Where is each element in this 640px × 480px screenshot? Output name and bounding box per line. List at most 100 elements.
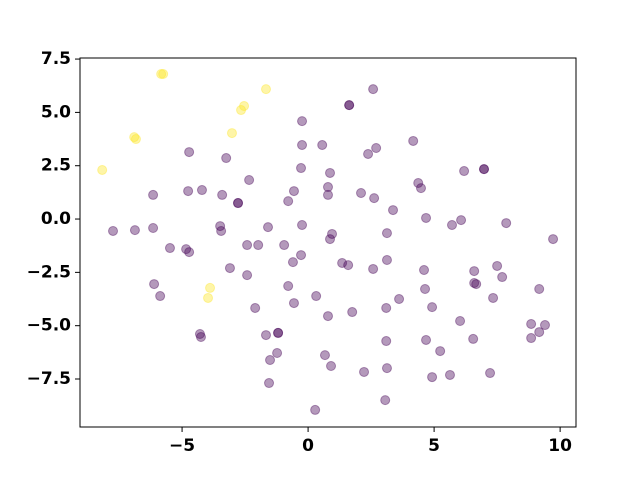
plot-frame — [79, 57, 577, 428]
point — [381, 363, 392, 374]
point — [344, 100, 355, 111]
point — [326, 360, 337, 371]
point — [215, 221, 226, 232]
point — [288, 298, 299, 309]
point — [534, 283, 545, 294]
point — [359, 366, 370, 377]
point — [149, 279, 160, 290]
point — [250, 302, 261, 313]
point — [158, 68, 169, 79]
point — [468, 333, 479, 344]
point — [420, 283, 431, 294]
point — [264, 378, 275, 389]
point — [337, 257, 348, 268]
point — [194, 329, 205, 340]
point — [226, 128, 237, 139]
point — [323, 182, 333, 193]
point — [548, 234, 559, 245]
x-tick-label: −5 — [169, 436, 195, 456]
point — [343, 260, 354, 271]
point — [459, 166, 470, 177]
y-tick-label: 7.5 — [41, 49, 71, 69]
point — [236, 105, 247, 116]
point — [344, 100, 355, 111]
point — [416, 183, 426, 194]
point — [456, 215, 467, 226]
point — [325, 167, 336, 178]
point — [347, 307, 358, 318]
point — [469, 266, 480, 277]
point — [371, 143, 382, 154]
point — [381, 228, 392, 239]
point — [317, 140, 328, 151]
point — [323, 311, 333, 322]
point — [526, 318, 537, 329]
point — [323, 189, 333, 200]
point — [233, 198, 244, 209]
point — [181, 244, 192, 255]
point — [380, 395, 391, 406]
point — [217, 189, 228, 200]
y-tick-label: 0.0 — [41, 209, 71, 229]
point — [501, 218, 512, 229]
point — [196, 185, 207, 196]
point — [148, 189, 159, 200]
point — [485, 368, 496, 379]
point — [97, 164, 108, 175]
point — [129, 225, 140, 236]
point — [205, 282, 216, 293]
point — [444, 369, 455, 380]
point — [455, 315, 466, 326]
point — [369, 193, 380, 204]
point — [242, 240, 253, 251]
point — [195, 331, 206, 342]
point — [471, 279, 482, 290]
point — [427, 372, 438, 383]
y-tick-label: −5.0 — [27, 316, 72, 336]
point — [279, 240, 290, 251]
point — [435, 346, 446, 357]
x-tick-label: 5 — [428, 436, 440, 456]
point — [156, 68, 167, 79]
point — [129, 132, 140, 143]
point — [421, 334, 432, 345]
point — [381, 254, 392, 265]
point — [419, 265, 430, 276]
point — [388, 205, 399, 216]
point — [242, 270, 253, 281]
point — [253, 240, 264, 251]
point — [479, 164, 490, 175]
point — [297, 140, 308, 151]
point — [203, 292, 214, 303]
point — [265, 355, 276, 366]
point — [148, 222, 159, 233]
point — [272, 347, 283, 358]
point — [273, 327, 284, 338]
y-tick-label: 5.0 — [41, 102, 71, 122]
point — [394, 294, 405, 305]
point — [497, 272, 508, 283]
point — [526, 333, 537, 344]
x-tick-label: 0 — [302, 436, 314, 456]
point — [488, 292, 499, 303]
point — [479, 164, 490, 175]
point — [239, 100, 250, 111]
point — [296, 163, 307, 174]
point — [447, 220, 457, 231]
point — [534, 327, 545, 338]
point — [283, 281, 294, 292]
point — [427, 302, 438, 313]
point — [263, 222, 274, 233]
point — [287, 257, 298, 268]
point — [164, 243, 175, 254]
x-tick-label: 10 — [548, 436, 572, 456]
point — [155, 291, 166, 302]
point — [363, 148, 374, 159]
point — [108, 225, 119, 236]
point — [492, 260, 503, 271]
point — [368, 263, 379, 274]
point — [540, 320, 550, 331]
point — [288, 186, 299, 197]
point — [356, 188, 367, 199]
point — [184, 147, 195, 158]
